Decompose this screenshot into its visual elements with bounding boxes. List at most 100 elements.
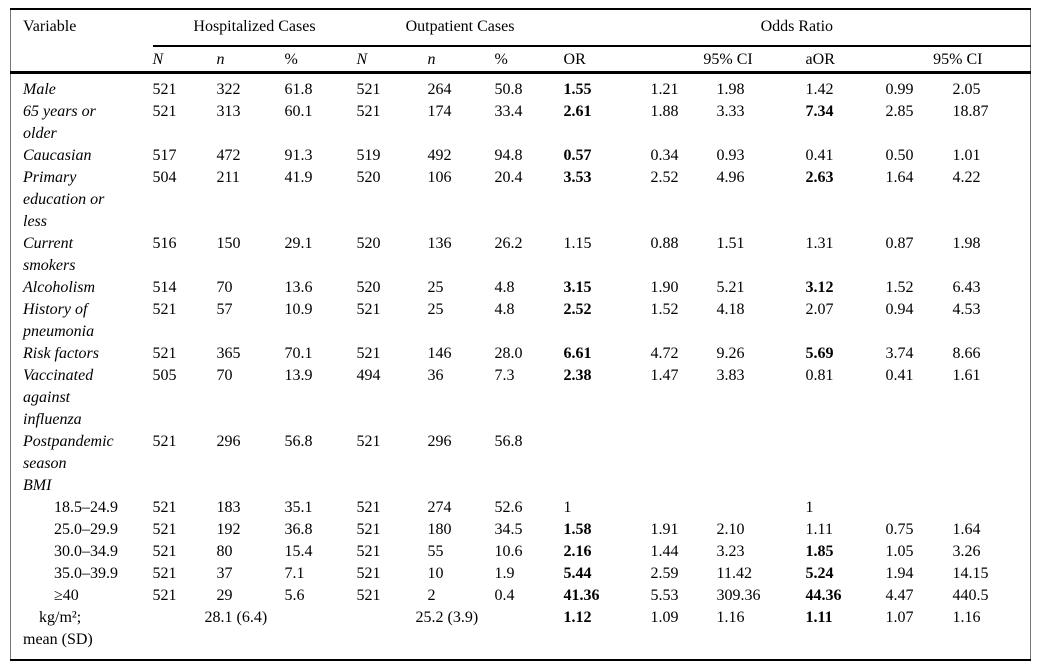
cell-or-ci-low: 1.90: [650, 279, 679, 296]
header-sub-row: N n % N n % OR 95% CI aOR 95% CI: [11, 46, 1031, 74]
cell-or: 0.57: [563, 147, 592, 164]
table-row: Male 521 322 61.8 521 264 50.8 1.55 1.21 1.98 1.42…: [11, 73, 1031, 102]
cell-outp-N: 521: [356, 521, 381, 538]
cell-or-ci-high: [717, 475, 806, 497]
row-label-text: 65 years or older: [23, 103, 96, 142]
cell-aor-ci-low: 4.47: [885, 587, 914, 604]
table-body: Male 521 322 61.8 521 264 50.8 1.55 1.21 1.98 1.42…: [11, 73, 1031, 661]
cell-outp-n: 180: [427, 521, 452, 538]
cell-outp-n: 25: [427, 279, 444, 296]
cell-outp-pct: [495, 475, 564, 497]
cell-outp-pct: 0.4: [494, 587, 515, 604]
cell-hosp-n: 150: [216, 235, 241, 252]
row-label: kg/m²; mean (SD): [11, 607, 153, 660]
cell-outp-n: 25.2 (3.9): [415, 609, 479, 626]
cell-or-ci-high: 1.16: [716, 609, 745, 626]
cell-outp-pct: 20.4: [494, 169, 523, 186]
row-label-text: Alcoholism: [23, 279, 95, 296]
cell-or-ci-high: 1.51: [716, 235, 745, 252]
cell-outp-n: [428, 475, 495, 497]
cell-or-ci-high: 5.21: [716, 279, 745, 296]
cell-aor: 1.11: [805, 609, 833, 626]
cell-hosp-N: 521: [152, 499, 177, 516]
table-row: Risk factors 521 365 70.1 521 146 28.0 6.61 4.72…: [11, 343, 1031, 365]
cell-hosp-n: 80: [216, 543, 233, 560]
cell-or-ci-low: 0.34: [650, 147, 679, 164]
cell-aor-ci-high: 2.05: [952, 81, 981, 98]
cell-or-ci-high: 4.18: [716, 301, 745, 318]
header-aor-ci: 95% CI: [885, 46, 1031, 74]
cell-or-ci-low: 0.88: [650, 235, 679, 252]
cell-hosp-pct: 61.8: [284, 81, 313, 98]
table-row: Postpandemic season 521 296 56.8 521 296 56.8: [11, 431, 1031, 475]
cell-or-ci-low: 2.52: [650, 169, 679, 186]
row-label: Caucasian: [11, 145, 153, 167]
cell-hosp-n: 192: [216, 521, 241, 538]
cell-aor-ci-high: 1.64: [952, 521, 981, 538]
cell-outp-n: 2: [427, 587, 436, 604]
cell-hosp-N: 521: [152, 345, 177, 362]
cell-outp-n: 136: [427, 235, 452, 252]
row-label-text: Vaccinated against influenza: [23, 367, 94, 428]
cell-hosp-N: 521: [152, 565, 177, 582]
cell-aor: 0.41: [805, 147, 834, 164]
cell-aor-ci-high: 1.16: [952, 609, 981, 626]
cell-hosp-N: 521: [152, 587, 177, 604]
cell-or: 6.61: [563, 345, 592, 362]
cell-or-ci-high: 2.10: [716, 521, 745, 538]
cell-aor-ci-low: [886, 497, 953, 519]
table-row: Alcoholism 514 70 13.6 520 25 4.8 3.15 1.90 5.21 3…: [11, 277, 1031, 299]
header-variable: Variable: [10, 9, 153, 74]
cell-or-ci-high: 3.33: [716, 103, 745, 120]
header-or-ci: 95% CI: [650, 46, 806, 74]
cell-aor-ci-high: 4.22: [952, 169, 981, 186]
row-label: Current smokers: [11, 233, 153, 277]
cell-outp-N: 520: [356, 169, 381, 186]
cell-outp-n: 25: [427, 301, 444, 318]
results-table: Variable Hospitalized Cases Outpatient C…: [10, 8, 1032, 661]
row-label: History of pneumonia: [11, 299, 153, 343]
cell-hosp-pct: [285, 607, 357, 660]
cell-aor-ci-high: 14.15: [952, 565, 989, 582]
row-label: ≥40: [11, 585, 153, 607]
cell-hosp-n: 322: [216, 81, 241, 98]
cell-or: 2.52: [563, 301, 592, 318]
cell-outp-N: 520: [356, 279, 381, 296]
table-row: ≥40 521 29 5.6 521 2 0.4 41.36 5.53 309.36 44.36 4.…: [11, 585, 1031, 607]
cell-or-ci-low: 4.72: [650, 345, 679, 362]
cell-hosp-n: 29: [216, 587, 233, 604]
cell-hosp-pct: 91.3: [284, 147, 313, 164]
cell-hosp-N: 521: [152, 433, 177, 450]
cell-outp-pct: 4.8: [494, 279, 515, 296]
cell-hosp-n: 472: [216, 147, 241, 164]
cell-outp-pct: 56.8: [494, 433, 523, 450]
cell-or-ci-high: 309.36: [716, 587, 761, 604]
cell-or: [564, 475, 651, 497]
cell-hosp-pct: 35.1: [284, 499, 313, 516]
cell-or: 2.38: [563, 367, 592, 384]
cell-outp-n: 146: [427, 345, 452, 362]
cell-aor: 1.85: [805, 543, 834, 560]
cell-or: 1.12: [563, 609, 592, 626]
cell-aor-ci-high: 8.66: [952, 345, 981, 362]
cell-aor-ci-low: 0.50: [885, 147, 914, 164]
cell-outp-pct: [495, 607, 564, 660]
cell-outp-N: 521: [356, 301, 381, 318]
cell-outp-n: 174: [427, 103, 452, 120]
row-label: 35.0–39.9: [11, 563, 153, 585]
cell-hosp-N: 521: [152, 543, 177, 560]
cell-aor: [806, 475, 886, 497]
cell-or: 1.15: [563, 235, 592, 252]
cell-outp-N: 521: [356, 81, 381, 98]
cell-aor-ci-low: 2.85: [885, 103, 914, 120]
table-row: History of pneumonia 521 57 10.9 521 25 4.8 2.5…: [11, 299, 1031, 343]
header-odds-ratio: Odds Ratio: [563, 9, 1031, 47]
row-label-text: History of pneumonia: [23, 301, 95, 340]
cell-hosp-n: 28.1 (6.4): [204, 609, 268, 626]
row-label-text: 18.5–24.9: [54, 499, 118, 516]
header-aor: aOR: [805, 46, 886, 74]
cell-outp-n: 492: [427, 147, 452, 164]
cell-hosp-n: [217, 475, 285, 497]
cell-aor-ci-low: 1.05: [885, 543, 914, 560]
cell-or-ci-low: 5.53: [650, 587, 679, 604]
